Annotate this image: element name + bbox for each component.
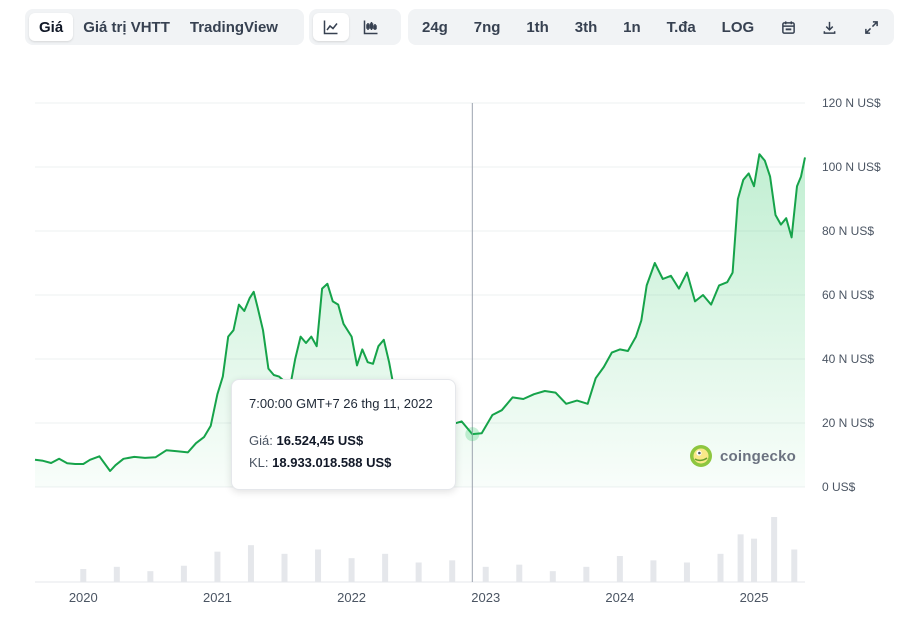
y-tick-label: 20 N US$ [822, 416, 874, 430]
chart-tooltip: 7:00:00 GMT+7 26 thg 11, 2022 Giá: 16.52… [231, 379, 456, 490]
volume-bar [214, 551, 221, 582]
volume-bar [549, 571, 556, 582]
range-1y[interactable]: 1n [623, 18, 641, 36]
volume-bar [281, 553, 288, 582]
tooltip-price-value: 16.524,45 US$ [276, 433, 364, 448]
tab-market-cap[interactable]: Giá trị VHTT [83, 18, 170, 36]
y-tick-label: 40 N US$ [822, 352, 874, 366]
volume-bar [737, 534, 744, 582]
price-area-fill [35, 154, 805, 487]
tab-price[interactable]: Giá [29, 13, 74, 41]
x-tick-label: 2024 [605, 590, 634, 605]
range-1m[interactable]: 1th [526, 18, 549, 36]
volume-bar [482, 566, 489, 582]
y-tick-label: 120 N US$ [822, 96, 881, 110]
range-group: 24g 7ng 1th 3th 1n T.đa LOG [408, 9, 894, 45]
view-tabs: Giá Giá trị VHTT TradingView [25, 9, 304, 45]
range-7d[interactable]: 7ng [473, 18, 501, 36]
volume-bars [35, 517, 805, 583]
price-line [34, 153, 806, 472]
volume-bar [583, 566, 590, 582]
tooltip-volume-row: KL: 18.933.018.588 US$ [249, 455, 438, 470]
tab-tradingview[interactable]: TradingView [189, 18, 278, 36]
coingecko-watermark: coingecko [689, 444, 796, 468]
volume-bar [415, 562, 422, 582]
range-24h[interactable]: 24g [422, 18, 448, 36]
y-tick-label: 60 N US$ [822, 288, 874, 302]
volume-bar [113, 566, 120, 582]
volume-bar [247, 545, 254, 582]
line-chart-icon[interactable] [313, 13, 349, 41]
candlestick-chart-icon[interactable] [353, 13, 389, 41]
range-max[interactable]: T.đa [666, 18, 696, 36]
expand-icon[interactable] [854, 13, 890, 41]
x-tick-label: 2020 [69, 590, 98, 605]
tooltip-time: 7:00:00 GMT+7 26 thg 11, 2022 [249, 396, 433, 411]
tooltip-price-label: Giá: [249, 433, 273, 448]
volume-bar [348, 558, 355, 582]
y-tick-label: 0 US$ [822, 480, 856, 494]
y-tick-label: 100 N US$ [822, 160, 881, 174]
log-scale-button[interactable]: LOG [721, 18, 755, 36]
y-tick-label: 80 N US$ [822, 224, 874, 238]
x-tick-label: 2023 [471, 590, 500, 605]
volume-bar [180, 565, 187, 582]
brand-name: coingecko [720, 447, 796, 465]
volume-bar [791, 549, 798, 582]
volume-bar [80, 569, 87, 582]
volume-bar [382, 553, 389, 582]
x-tick-label: 2025 [740, 590, 769, 605]
calendar-icon[interactable] [770, 13, 806, 41]
volume-bar [516, 564, 523, 582]
hover-point [465, 427, 480, 442]
x-tick-label: 2021 [203, 590, 232, 605]
tooltip-volume-label: KL: [249, 455, 269, 470]
volume-bar [147, 571, 154, 582]
tooltip-volume-value: 18.933.018.588 US$ [272, 455, 392, 470]
tooltip-price-row: Giá: 16.524,45 US$ [249, 433, 438, 448]
volume-bar [751, 538, 758, 582]
chart-type-group [309, 9, 401, 45]
volume-bar [449, 560, 456, 582]
y-axis-labels: 0 US$ 20 N US$ 40 N US$ 60 N US$ 80 N US$ 100… [822, 96, 881, 494]
volume-bar [771, 517, 778, 582]
x-tick-label: 2022 [337, 590, 366, 605]
volume-bar [717, 553, 724, 582]
range-3m[interactable]: 3th [574, 18, 598, 36]
volume-bar [650, 560, 657, 582]
volume-bar [683, 562, 690, 582]
volume-bar [315, 549, 322, 582]
volume-bar [616, 556, 623, 582]
coingecko-logo-icon [690, 445, 712, 467]
download-icon[interactable] [812, 13, 848, 41]
x-axis-labels: 2020 2021 2022 2023 2024 2025 [69, 590, 769, 605]
